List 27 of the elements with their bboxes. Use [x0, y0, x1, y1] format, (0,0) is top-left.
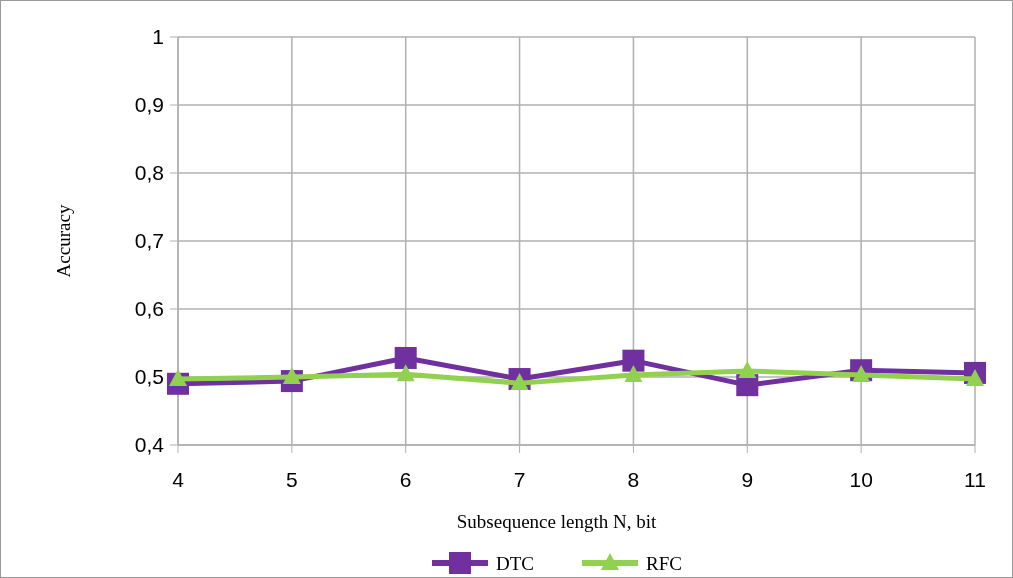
x-tick-label: 8 — [627, 468, 640, 491]
point — [738, 360, 757, 378]
y-tick-label: 0,5 — [134, 365, 164, 389]
x-tick-label: 5 — [286, 468, 298, 491]
point — [394, 346, 417, 369]
point — [396, 364, 415, 382]
point — [282, 367, 301, 384]
y-tick-label: 0,9 — [134, 93, 164, 117]
point — [622, 349, 645, 372]
point — [510, 373, 529, 391]
y-tick-label: 1 — [152, 25, 164, 49]
x-tick-label: 10 — [849, 468, 873, 491]
x-axis-title: Subsequence length N, bit — [456, 511, 657, 532]
x-tick-label: 4 — [172, 468, 185, 491]
y-axis-title: Accuracy — [53, 204, 74, 278]
y-tick-label: 0,4 — [134, 433, 165, 457]
point — [852, 364, 871, 382]
y-tick-label: 0,8 — [134, 161, 164, 185]
legend-label: DTC — [496, 552, 534, 574]
y-tick-label: 0,6 — [134, 297, 164, 321]
point — [624, 364, 643, 382]
y-tick-label: 0,7 — [134, 229, 164, 253]
x-tick-label: 11 — [964, 468, 986, 491]
legend-label: RFC — [646, 552, 682, 574]
x-tick-label: 7 — [513, 468, 526, 491]
x-tick-label: 6 — [399, 468, 412, 491]
x-tick-label: 9 — [741, 468, 754, 491]
